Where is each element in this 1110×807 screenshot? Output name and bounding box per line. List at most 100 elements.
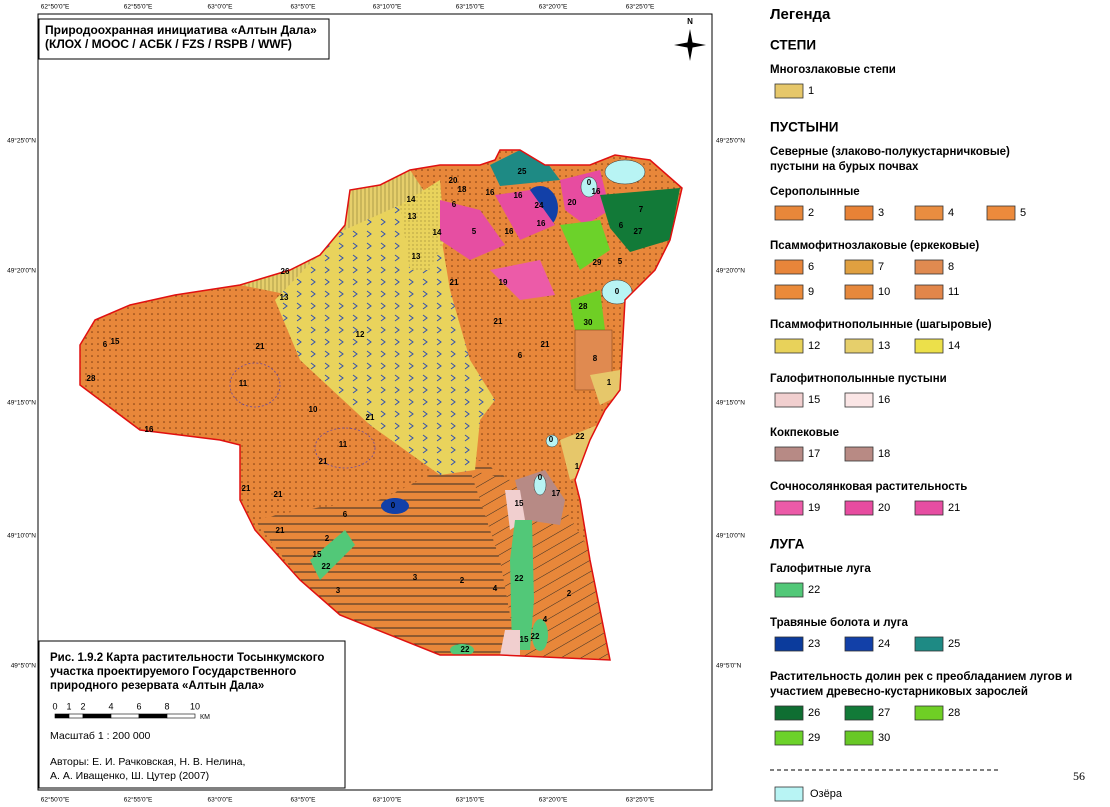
legend-swatch xyxy=(844,338,874,354)
scale-bar-segment xyxy=(68,713,84,719)
legend-swatch xyxy=(774,636,804,652)
legend-item-label: 11 xyxy=(948,286,959,298)
legend-item-label: 8 xyxy=(948,261,954,273)
region-label: 1 xyxy=(607,378,612,387)
region-label: 16 xyxy=(514,191,523,200)
legend-swatch xyxy=(774,205,804,221)
legend-item-label: 10 xyxy=(878,286,890,298)
legend-swatch xyxy=(844,500,874,516)
caption-title: природного резервата «Алтын Дала» xyxy=(50,680,264,692)
region-label: 6 xyxy=(619,221,624,230)
region xyxy=(600,188,680,252)
region-label: 22 xyxy=(531,632,540,641)
region-label: 29 xyxy=(593,258,602,267)
legend-item-label: 26 xyxy=(808,707,820,719)
region-label: 22 xyxy=(515,574,524,583)
longitude-label: 63°20'0"E xyxy=(539,796,568,804)
region-label: 21 xyxy=(450,278,459,287)
region-label: 15 xyxy=(313,550,322,559)
region-label: 20 xyxy=(568,198,577,207)
lake xyxy=(580,176,598,198)
legend-item-label: 7 xyxy=(878,261,884,273)
region-label: 11 xyxy=(239,379,248,388)
region-label: 6 xyxy=(452,200,457,209)
lake xyxy=(545,434,559,448)
legend-group-title: Многозлаковые степи xyxy=(770,64,896,76)
region-label: 1 xyxy=(575,462,580,471)
region xyxy=(500,630,520,655)
legend-swatch xyxy=(844,284,874,300)
region-label: 0 xyxy=(538,473,543,482)
region-label: 28 xyxy=(87,374,96,383)
scale-tick-label: 4 xyxy=(108,701,113,711)
legend-item-label: 23 xyxy=(808,638,820,650)
latitude-label: 49°15'0"N xyxy=(7,399,36,407)
lake xyxy=(533,474,547,496)
region-label: 0 xyxy=(391,501,396,510)
authors: А. А. Иващенко, Ш. Цутер (2007) xyxy=(50,770,209,782)
caption-title: Рис. 1.9.2 Карта растительности Тосынкум… xyxy=(50,652,324,664)
legend-swatch xyxy=(844,446,874,462)
longitude-label: 63°25'0"E xyxy=(626,3,655,11)
region-label: 16 xyxy=(486,188,495,197)
scale-unit: КМ xyxy=(200,714,210,721)
legend-item-label: 12 xyxy=(808,340,820,352)
region-label: 24 xyxy=(535,201,544,210)
legend-title: Легенда xyxy=(770,6,831,23)
region xyxy=(490,260,555,300)
region-label: 21 xyxy=(274,490,283,499)
longitude-label: 63°25'0"E xyxy=(626,796,655,804)
legend-swatch xyxy=(844,392,874,408)
region-label: 15 xyxy=(520,635,529,644)
scale-text: Масштаб 1 : 200 000 xyxy=(50,730,151,742)
legend-swatch xyxy=(914,338,944,354)
region xyxy=(515,470,565,525)
authors: Авторы: Е. И. Рачковская, Н. В. Нелина, xyxy=(50,756,245,768)
region-label: 13 xyxy=(280,293,289,302)
legend-swatch xyxy=(914,500,944,516)
region xyxy=(400,180,445,270)
legend-group-title: Кокпековые xyxy=(770,427,839,439)
region-label: 8 xyxy=(593,354,598,363)
legend-swatch xyxy=(774,786,804,802)
legend-item-label: 2 xyxy=(808,207,814,219)
legend-item-label: 27 xyxy=(878,707,890,719)
region-label: 16 xyxy=(537,219,546,228)
region-label: 14 xyxy=(407,195,416,204)
region-label: 16 xyxy=(505,227,514,236)
region-label: 20 xyxy=(449,176,458,185)
legend-swatch xyxy=(914,284,944,300)
scale-tick-label: 8 xyxy=(164,701,169,711)
legend-item-label: 24 xyxy=(878,638,890,650)
region xyxy=(560,170,610,225)
legend-group-title: пустыни на бурых почвах xyxy=(770,161,919,173)
latitude-label: 49°20'0"N xyxy=(7,267,36,275)
region-label: 0 xyxy=(615,287,620,296)
region xyxy=(495,190,555,240)
legend-section-heading: ЛУГА xyxy=(770,537,805,552)
region xyxy=(560,220,610,270)
region-label: 2 xyxy=(325,534,330,543)
legend-item-label: 19 xyxy=(808,502,820,514)
longitude-label: 62°55'0"E xyxy=(124,3,153,11)
legend-swatch xyxy=(774,338,804,354)
longitude-label: 62°50'0"E xyxy=(41,796,70,804)
legend-swatch xyxy=(774,392,804,408)
scale-bar-segment xyxy=(166,713,196,719)
longitude-label: 63°5'0"E xyxy=(291,796,317,804)
region xyxy=(470,470,615,660)
map-title: (КЛОХ / МООС / АСБК / FZS / RSPB / WWF) xyxy=(45,37,292,51)
region-label: 28 xyxy=(579,302,588,311)
longitude-label: 63°20'0"E xyxy=(539,3,568,11)
scale-tick-label: 6 xyxy=(136,701,141,711)
region-label: 16 xyxy=(592,187,601,196)
region-label: 2 xyxy=(567,589,572,598)
latitude-label: 49°25'0"N xyxy=(7,137,36,145)
legend-group-title: Травяные болота и луга xyxy=(770,617,909,629)
legend-swatch xyxy=(774,500,804,516)
legend-item-label: 6 xyxy=(808,261,814,273)
region-label: 21 xyxy=(319,457,328,466)
legend-item-label: 28 xyxy=(948,707,960,719)
legend-swatch xyxy=(844,730,874,746)
